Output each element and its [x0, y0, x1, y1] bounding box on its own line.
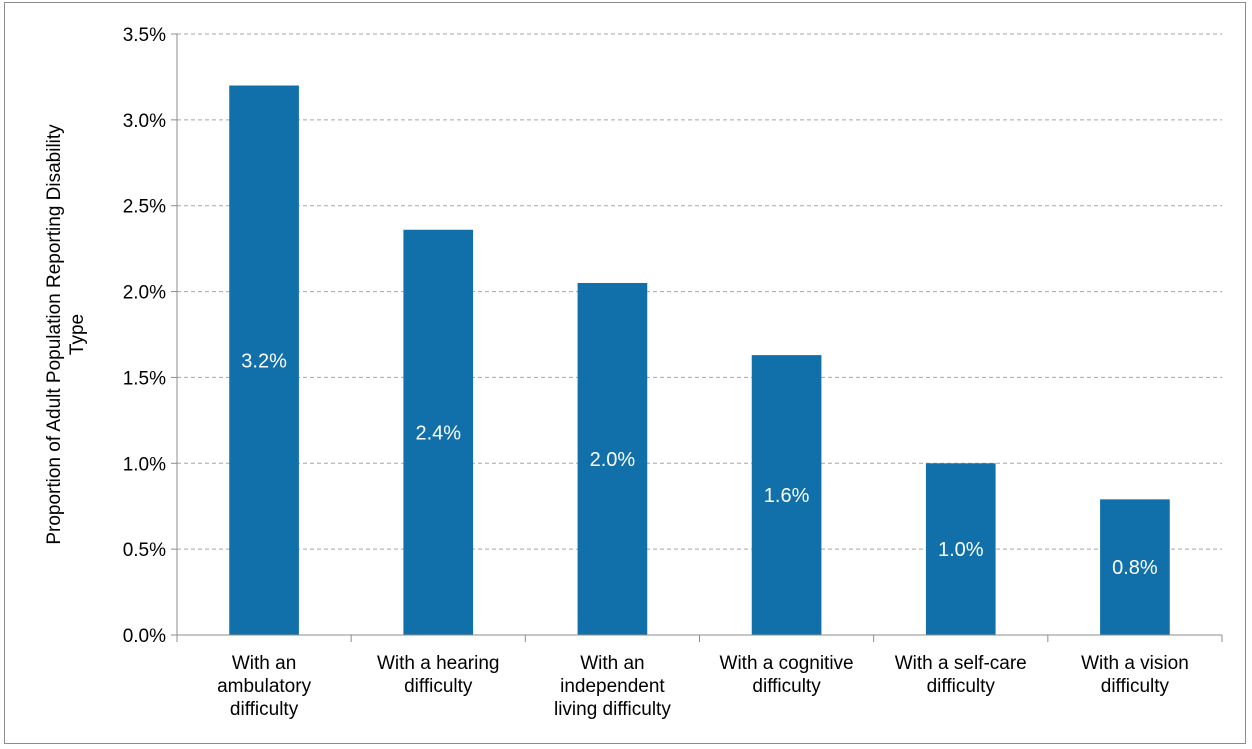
x-category-label: With a hearing difficulty	[377, 653, 500, 697]
data-label: 2.4%	[415, 422, 461, 444]
y-tick-label: 0.5%	[123, 540, 166, 561]
bar	[403, 229, 474, 636]
y-axis-title: Proportion of Adult Population Reporting…	[44, 124, 88, 545]
x-category-label: With a vision difficulty	[1081, 653, 1189, 697]
y-tick-labels: 0.0% 0.5% 1.0% 1.5% 2.0% 2.5% 3.0% 3.5%	[123, 25, 166, 647]
data-label: 3.2%	[241, 350, 287, 372]
data-labels: 3.2% 2.4% 2.0% 1.6% 1.0% 0.8%	[241, 350, 1158, 579]
x-category-label: With a cognitive difficulty	[720, 653, 854, 697]
x-category-label: With a self-care difficulty	[895, 653, 1027, 697]
data-label: 1.0%	[938, 539, 984, 561]
bar	[577, 282, 648, 635]
y-tick-label: 1.5%	[123, 368, 166, 389]
data-label: 0.8%	[1112, 557, 1158, 579]
y-tick-label: 2.0%	[123, 283, 166, 304]
y-tick-label: 3.0%	[123, 111, 166, 132]
y-tick-label: 0.0%	[123, 626, 166, 647]
x-category-labels: With an ambulatory difficulty With a hearin…	[217, 653, 1189, 720]
gridlines	[177, 33, 1222, 550]
y-tick-label: 3.5%	[123, 25, 166, 46]
data-label: 1.6%	[764, 485, 810, 507]
axes	[171, 33, 1223, 642]
y-tick-label: 2.5%	[123, 197, 166, 218]
bar	[751, 355, 822, 635]
y-tick-label: 1.0%	[123, 454, 166, 475]
bar	[925, 463, 996, 635]
x-category-label: With an independent living difficulty	[554, 653, 671, 720]
bars	[229, 85, 1170, 636]
data-label: 2.0%	[590, 449, 636, 471]
x-category-label: With an ambulatory difficulty	[217, 653, 311, 720]
bar	[1100, 499, 1170, 635]
bar	[229, 85, 299, 635]
